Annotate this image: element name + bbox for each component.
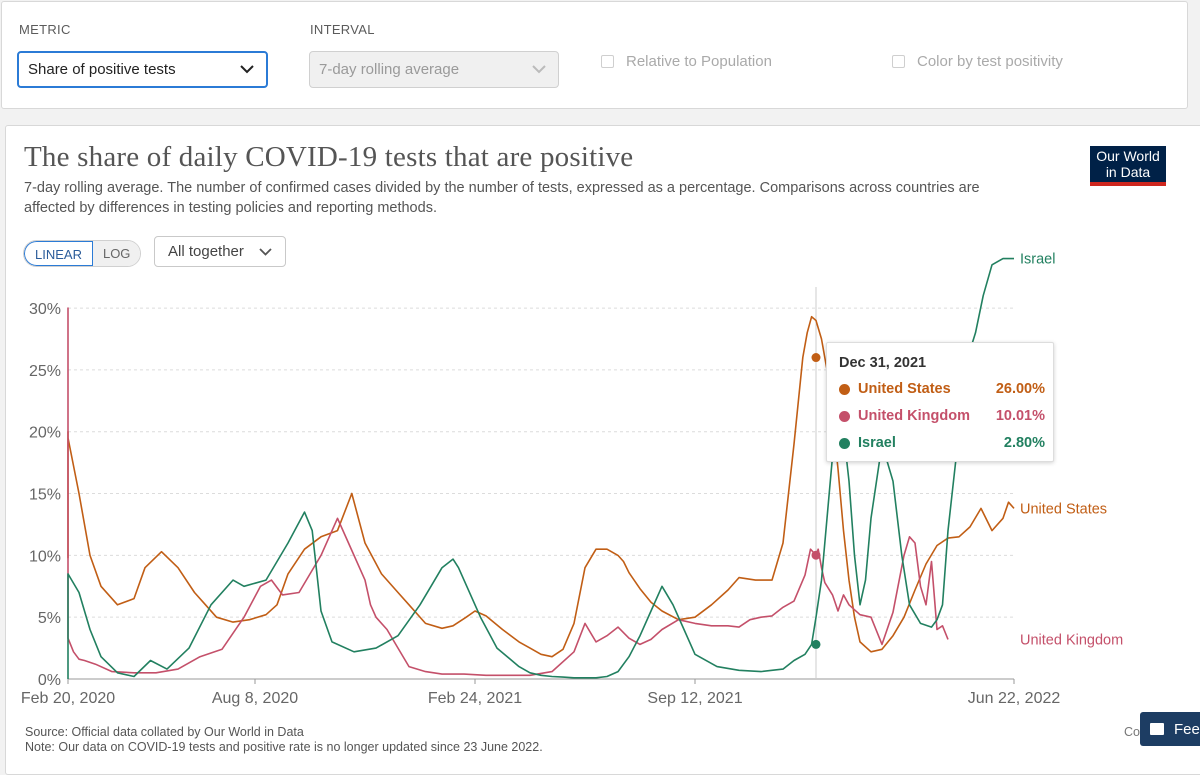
x-tick-label: Feb 20, 2020 [21, 690, 115, 707]
source-text: Source: Official data collated by Our Wo… [25, 725, 304, 739]
tooltip-name: Israel [858, 435, 896, 451]
logo-accent-bar [1090, 182, 1166, 186]
series-line [67, 315, 1015, 658]
checkbox-icon [892, 55, 905, 68]
hover-point [811, 550, 821, 560]
chart-title: The share of daily COVID-19 tests that a… [24, 141, 634, 173]
x-tick-label: Jun 22, 2022 [968, 690, 1061, 707]
chevron-down-icon [240, 53, 254, 86]
interval-select[interactable]: 7-day rolling average [309, 51, 559, 88]
tooltip-name: United States [858, 381, 951, 397]
source-note: Source: Official data collated by Our Wo… [25, 725, 543, 755]
y-tick-label: 10% [29, 548, 61, 565]
relative-to-population-label: Relative to Population [626, 53, 772, 70]
checkbox-icon [601, 55, 614, 68]
color-by-positivity-label: Color by test positivity [917, 53, 1063, 70]
metric-select[interactable]: Share of positive tests [17, 51, 268, 88]
tooltip-value: 26.00% [995, 381, 1045, 397]
scale-toggle[interactable]: LINEAR LOG [23, 240, 142, 267]
facet-select[interactable]: All together [154, 236, 286, 267]
series-label: Israel [1020, 252, 1055, 268]
y-tick-label: 20% [29, 425, 61, 442]
y-tick-label: 25% [29, 363, 61, 380]
relative-to-population-checkbox[interactable]: Relative to Population [601, 53, 772, 70]
x-tick-label: Feb 24, 2021 [428, 690, 522, 707]
y-tick-label: 30% [29, 301, 61, 318]
owid-logo[interactable]: Our World in Data [1090, 146, 1166, 186]
israel-dot-icon [839, 437, 850, 449]
facet-value: All together [168, 243, 244, 260]
tooltip-row-uk: United Kingdom 10.01% [839, 408, 1045, 424]
interval-value: 7-day rolling average [319, 61, 460, 78]
hover-tooltip: Dec 31, 2021 United States 26.00% United… [826, 342, 1054, 462]
series-line [67, 307, 949, 677]
y-tick-label: 5% [38, 610, 61, 627]
tooltip-value: 2.80% [1003, 435, 1045, 451]
tooltip-value: 10.01% [995, 408, 1045, 424]
metric-value: Share of positive tests [28, 61, 176, 78]
logo-line1: Our World [1096, 148, 1160, 164]
tooltip-name: United Kingdom [858, 408, 970, 424]
logo-line2: in Data [1105, 164, 1151, 180]
us-dot-icon [839, 383, 850, 395]
color-by-positivity-checkbox[interactable]: Color by test positivity [892, 53, 1063, 70]
tooltip-row-israel: Israel 2.80% [839, 435, 1045, 451]
note-text: Note: Our data on COVID-19 tests and pos… [25, 740, 543, 754]
y-tick-label: 15% [29, 487, 61, 504]
y-tick-label: 0% [38, 672, 61, 689]
series-line [67, 257, 1014, 679]
uk-dot-icon [839, 410, 850, 422]
feedback-label: Fee [1174, 720, 1200, 738]
chevron-down-icon [532, 52, 546, 87]
chevron-down-icon [259, 237, 272, 266]
tooltip-row-us: United States 26.00% [839, 381, 1045, 397]
series-label: United Kingdom [1020, 632, 1123, 648]
scale-log-button[interactable]: LOG [92, 241, 141, 266]
metric-label: METRIC [19, 22, 71, 37]
hover-point [811, 639, 821, 649]
interval-label: INTERVAL [310, 22, 375, 37]
x-tick-label: Sep 12, 2021 [647, 690, 742, 707]
chart-subtitle: 7-day rolling average. The number of con… [24, 180, 980, 216]
hover-point [811, 353, 821, 363]
tooltip-date: Dec 31, 2021 [839, 355, 927, 371]
scale-linear-button[interactable]: LINEAR [24, 241, 93, 266]
cutoff-text: Co [1124, 725, 1140, 739]
series-label: United States [1020, 501, 1107, 517]
feedback-button[interactable]: Fee [1140, 712, 1200, 746]
chat-icon [1150, 723, 1164, 735]
x-tick-label: Aug 8, 2020 [212, 690, 298, 707]
